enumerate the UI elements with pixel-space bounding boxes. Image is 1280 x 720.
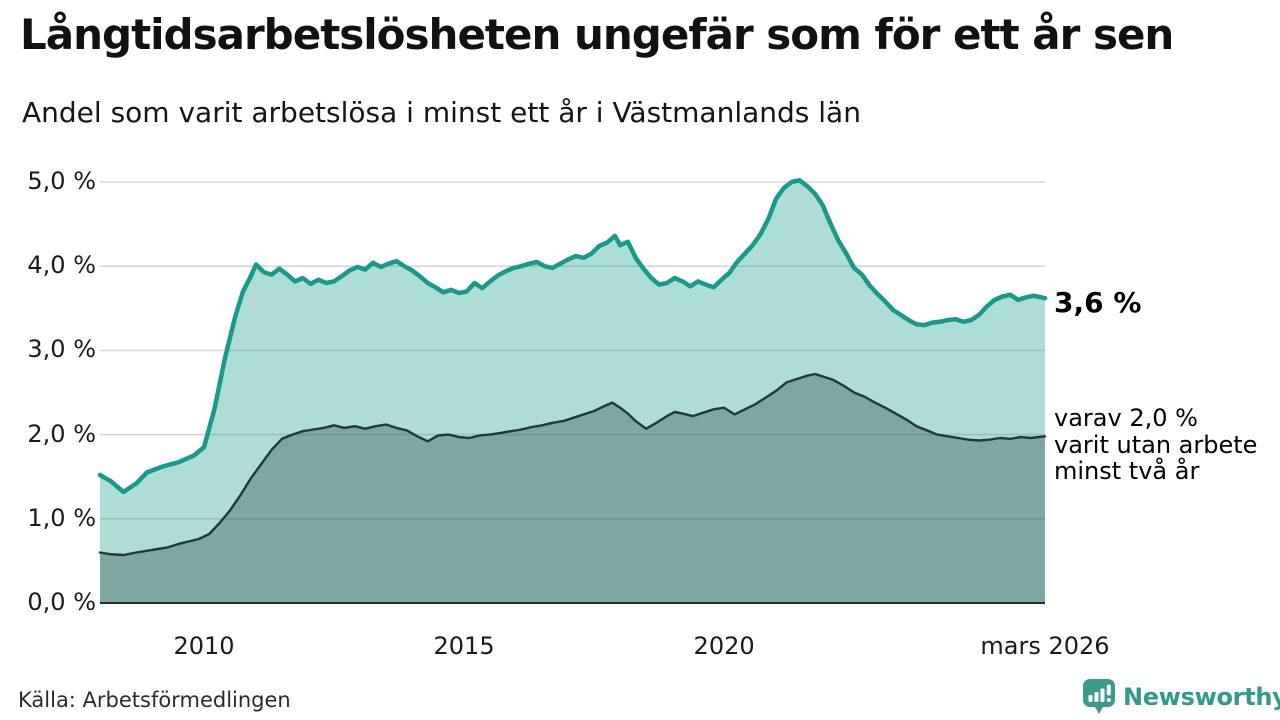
y-axis-tick-label: 3,0 % (27, 335, 96, 364)
source-note: Källa: Arbetsförmedlingen (18, 688, 291, 712)
x-axis-tick-label: mars 2026 (980, 632, 1110, 660)
series2-annotation-line2: varit utan arbete (1054, 430, 1258, 459)
chart-title: Långtidsarbetslösheten ungefär som för e… (20, 10, 1174, 59)
series2-annotation-line3: minst två år (1054, 457, 1200, 485)
x-axis-tick-label: 2020 (693, 632, 755, 660)
series2-annotation-line1: varav 2,0 % (1054, 404, 1198, 432)
y-axis-tick-label: 4,0 % (27, 251, 96, 280)
newsworthy-wordmark: Newsworthy (1123, 682, 1280, 711)
newsworthy-bubble-chart-icon (1082, 678, 1116, 715)
series2-end-value-label: varav 2,0 % varit utan arbete minst två … (1054, 405, 1257, 485)
chart-subtitle: Andel som varit arbetslösa i minst ett å… (22, 96, 861, 129)
x-axis-tick-label: 2010 (173, 632, 235, 660)
series1-end-value-label: 3,6 % (1054, 286, 1142, 319)
y-axis-tick-label: 1,0 % (27, 503, 96, 532)
newsworthy-logo[interactable]: Newsworthy (1082, 678, 1280, 715)
y-axis-tick-label: 2,0 % (27, 419, 96, 448)
x-axis-tick-label: 2015 (433, 632, 495, 660)
y-axis-tick-label: 0,0 % (27, 588, 96, 616)
y-axis-tick-label: 5,0 % (27, 167, 96, 195)
